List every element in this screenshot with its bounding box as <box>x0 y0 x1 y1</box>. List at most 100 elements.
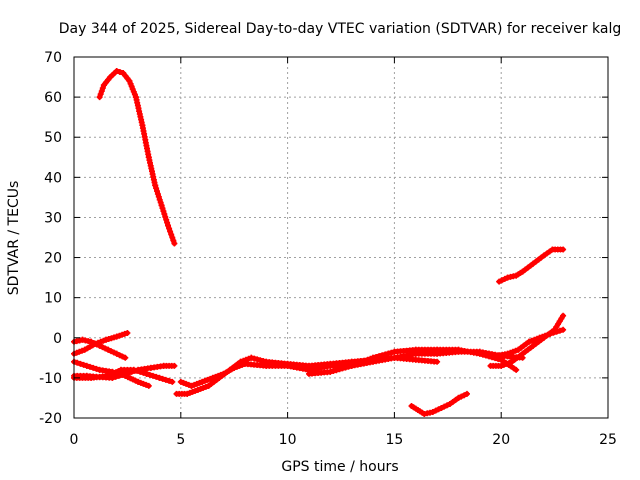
data-point <box>513 366 520 373</box>
series-arc-late-high <box>496 246 567 285</box>
data-point <box>382 351 389 358</box>
data-point <box>166 377 173 384</box>
series-arc-top-early <box>71 336 129 361</box>
data-point <box>482 352 489 359</box>
data-point <box>165 222 171 229</box>
y-tick-label: 50 <box>44 130 62 146</box>
data-point <box>90 364 97 371</box>
data-point <box>166 225 173 232</box>
data-point <box>464 390 470 397</box>
series-arc-dip <box>408 390 470 417</box>
data-point <box>96 94 103 101</box>
axis-ticks: 0 5 10 15 20 25 -20 -10 0 10 20 30 40 50 60 70 <box>39 50 617 448</box>
x-axis-label: GPS time / hours <box>281 459 398 475</box>
data-point <box>171 240 178 247</box>
data-point <box>257 357 264 364</box>
data-point <box>98 88 105 95</box>
data-point <box>547 330 554 337</box>
data-point <box>154 191 161 197</box>
data-point <box>140 369 147 376</box>
data-point <box>83 362 90 369</box>
data-point <box>134 367 140 374</box>
data-point <box>119 371 126 378</box>
data-point <box>560 326 567 333</box>
data-point <box>150 372 156 379</box>
data-point <box>80 361 87 368</box>
data-point <box>153 185 160 192</box>
x-tick-label: 15 <box>385 432 403 448</box>
data-point <box>87 363 93 370</box>
data-point <box>130 366 137 373</box>
data-point <box>143 370 150 377</box>
grid <box>74 57 608 418</box>
data-point <box>160 208 167 215</box>
data-point <box>553 328 560 335</box>
data-point <box>370 354 376 361</box>
y-tick-label: 60 <box>44 90 62 106</box>
x-tick-label: 0 <box>70 432 79 448</box>
data-point <box>379 352 386 359</box>
series-arc-high <box>96 68 178 247</box>
chart-title: Day 344 of 2025, Sidereal Day-to-day VTE… <box>59 21 621 37</box>
data-point <box>169 378 176 385</box>
data-point <box>330 368 337 374</box>
data-point <box>159 375 166 382</box>
x-tick-label: 25 <box>599 432 617 448</box>
data-point <box>376 353 383 360</box>
plot-frame <box>73 56 609 419</box>
data-point <box>327 368 334 375</box>
data-point <box>161 211 168 217</box>
data-point <box>157 199 164 206</box>
x-tick-label: 20 <box>492 432 510 448</box>
y-tick-label: 20 <box>44 251 62 267</box>
x-tick-label: 5 <box>176 432 185 448</box>
data-point <box>113 68 120 74</box>
series-arc-low-early-c <box>71 366 176 385</box>
y-tick-label: 10 <box>44 291 62 307</box>
y-tick-label: -10 <box>39 371 62 387</box>
data-point <box>124 330 131 336</box>
data-point <box>342 364 349 371</box>
data-point <box>388 349 395 356</box>
data-point <box>479 351 486 358</box>
data-point <box>74 359 81 366</box>
data-point <box>476 350 483 357</box>
data-point <box>333 367 340 374</box>
data-point <box>486 353 492 360</box>
data-point <box>162 376 169 383</box>
data-point <box>251 355 258 362</box>
data-point <box>155 193 162 200</box>
y-tick-label: 40 <box>44 170 62 186</box>
x-tick-label: 10 <box>279 432 297 448</box>
data-point <box>158 202 165 209</box>
data-point <box>489 354 495 361</box>
series-arc-late-b <box>493 326 567 359</box>
data-point <box>99 85 106 92</box>
data-point <box>170 237 177 244</box>
data-point <box>153 373 160 380</box>
data-point <box>116 69 123 75</box>
data-point <box>156 374 163 381</box>
data-point <box>385 350 392 357</box>
data-point <box>137 368 144 375</box>
data-point <box>167 228 174 235</box>
data-point <box>152 182 159 189</box>
series-arc-midday-c <box>306 346 520 377</box>
y-tick-label: 30 <box>44 210 62 226</box>
data-point <box>97 91 104 98</box>
data-point <box>345 363 352 370</box>
data-point <box>77 360 84 367</box>
data-point <box>434 358 441 365</box>
data-point <box>162 213 169 220</box>
data-point <box>168 231 175 238</box>
data-point <box>93 365 100 372</box>
data-point <box>254 356 261 363</box>
data-point <box>339 365 346 372</box>
data-point <box>164 219 171 226</box>
data-point <box>146 371 153 378</box>
y-tick-label: 70 <box>44 50 62 66</box>
data-point <box>169 234 176 241</box>
data-point <box>122 354 129 361</box>
